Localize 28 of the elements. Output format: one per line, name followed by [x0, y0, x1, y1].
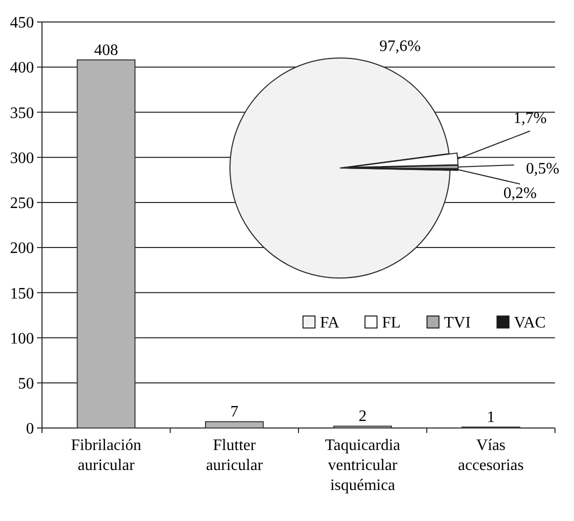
- y-tick-label: 200: [10, 240, 34, 258]
- data-label: 2: [358, 408, 367, 426]
- y-tick-label: 150: [10, 285, 34, 302]
- legend-label: FA: [320, 314, 340, 332]
- data-label: 97,6%: [379, 38, 421, 55]
- y-tick-label: 350: [10, 104, 34, 122]
- y-tick-label: 450: [10, 14, 34, 32]
- data-label: 0,5%: [526, 160, 560, 178]
- data-label: 0,2%: [503, 185, 537, 202]
- y-tick-label: 100: [10, 330, 34, 348]
- y-tick-label: 250: [10, 195, 34, 212]
- x-tick-label: Flutter auricular: [206, 437, 264, 474]
- x-tick-label: Vías accesorias: [458, 437, 524, 474]
- data-label: 1,7%: [513, 110, 547, 127]
- legend-label: VAC: [514, 314, 546, 332]
- x-tick-label: Fibrilación auricular: [71, 437, 142, 474]
- bar: [76, 59, 136, 428]
- data-label: 7: [230, 404, 238, 421]
- legend-label: FL: [382, 314, 401, 332]
- y-tick-label: 300: [10, 150, 34, 167]
- y-tick-label: 0: [26, 420, 34, 438]
- data-label: 1: [486, 409, 495, 426]
- data-label: 408: [94, 42, 118, 59]
- bar: [205, 421, 264, 428]
- x-tick-label: Taquicardia ventricular isquémica: [324, 437, 400, 494]
- legend-label: TVI: [444, 314, 471, 332]
- y-tick-label: 400: [10, 60, 34, 77]
- y-tick-label: 50: [18, 375, 34, 392]
